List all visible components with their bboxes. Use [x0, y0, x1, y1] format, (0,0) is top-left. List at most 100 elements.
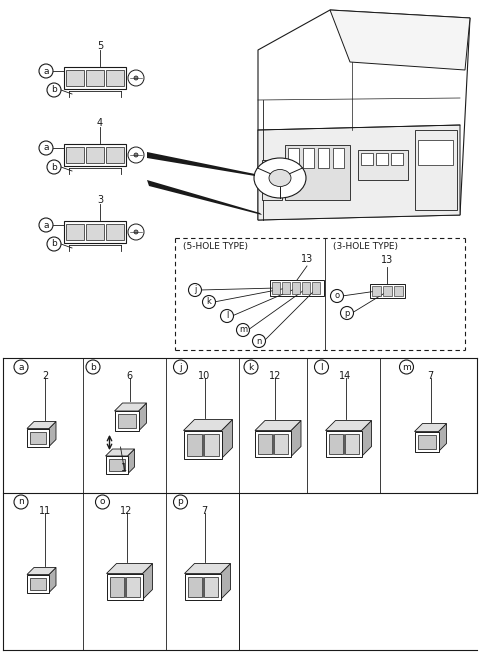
- Text: o: o: [335, 291, 339, 300]
- Text: b: b: [51, 239, 57, 249]
- Text: 12: 12: [120, 506, 132, 516]
- Bar: [312, 282, 320, 294]
- Bar: [30, 432, 46, 443]
- Bar: [204, 577, 217, 596]
- Polygon shape: [143, 564, 153, 600]
- Text: b: b: [90, 363, 96, 371]
- Polygon shape: [255, 420, 301, 430]
- Circle shape: [244, 360, 258, 374]
- Bar: [66, 224, 84, 240]
- Circle shape: [399, 360, 413, 374]
- Circle shape: [134, 76, 138, 80]
- Circle shape: [128, 224, 144, 240]
- Polygon shape: [115, 411, 139, 431]
- Text: a: a: [43, 220, 49, 230]
- Bar: [418, 434, 435, 449]
- Bar: [30, 577, 46, 590]
- Polygon shape: [183, 430, 221, 459]
- Polygon shape: [27, 428, 49, 447]
- Polygon shape: [183, 419, 232, 430]
- Bar: [361, 153, 373, 165]
- Bar: [86, 147, 104, 163]
- Bar: [188, 577, 202, 596]
- Text: k: k: [248, 363, 253, 371]
- Bar: [106, 224, 124, 240]
- Bar: [106, 147, 124, 163]
- Text: 7: 7: [427, 371, 433, 381]
- Bar: [302, 282, 310, 294]
- Text: j: j: [194, 285, 196, 295]
- Circle shape: [47, 160, 61, 174]
- Text: (3-HOLE TYPE): (3-HOLE TYPE): [333, 242, 398, 251]
- Text: 1: 1: [121, 463, 128, 473]
- Bar: [328, 434, 343, 453]
- Circle shape: [14, 360, 28, 374]
- Text: k: k: [206, 298, 211, 306]
- Text: 2: 2: [42, 371, 48, 381]
- Polygon shape: [147, 152, 255, 176]
- Polygon shape: [255, 430, 291, 457]
- Bar: [262, 160, 282, 200]
- Polygon shape: [106, 449, 134, 456]
- Circle shape: [39, 218, 53, 232]
- Circle shape: [340, 306, 353, 319]
- Circle shape: [173, 360, 188, 374]
- Text: 14: 14: [339, 371, 352, 381]
- Polygon shape: [139, 403, 146, 431]
- Bar: [66, 70, 84, 86]
- Polygon shape: [106, 456, 128, 474]
- Text: a: a: [18, 363, 24, 371]
- Bar: [272, 282, 280, 294]
- Bar: [125, 577, 140, 596]
- Circle shape: [134, 153, 138, 157]
- Polygon shape: [258, 10, 470, 220]
- Bar: [106, 70, 124, 86]
- Circle shape: [39, 64, 53, 78]
- Bar: [415, 130, 457, 210]
- Bar: [270, 280, 324, 296]
- Text: o: o: [100, 497, 105, 506]
- Polygon shape: [147, 180, 262, 215]
- Circle shape: [331, 289, 344, 302]
- Bar: [391, 153, 403, 165]
- Text: l: l: [320, 363, 323, 371]
- Text: n: n: [18, 497, 24, 506]
- Circle shape: [39, 141, 53, 155]
- Text: 13: 13: [301, 254, 313, 264]
- Circle shape: [173, 495, 188, 509]
- Text: 13: 13: [381, 255, 393, 265]
- Polygon shape: [221, 419, 232, 459]
- Circle shape: [189, 283, 202, 297]
- Bar: [66, 147, 84, 163]
- Text: l: l: [226, 312, 228, 321]
- Bar: [282, 282, 290, 294]
- Bar: [376, 153, 388, 165]
- Circle shape: [128, 70, 144, 86]
- Circle shape: [203, 295, 216, 308]
- Text: n: n: [256, 337, 262, 346]
- Polygon shape: [27, 567, 56, 575]
- Circle shape: [128, 147, 144, 163]
- Polygon shape: [107, 564, 153, 573]
- Circle shape: [14, 495, 28, 509]
- Text: m: m: [239, 325, 247, 335]
- Bar: [370, 284, 405, 298]
- Polygon shape: [361, 420, 372, 457]
- Bar: [187, 434, 202, 455]
- Text: 4: 4: [97, 118, 103, 128]
- Polygon shape: [325, 430, 361, 457]
- Circle shape: [134, 230, 138, 234]
- Bar: [345, 434, 359, 453]
- Text: 5: 5: [97, 41, 103, 51]
- Bar: [333, 148, 344, 168]
- Polygon shape: [27, 422, 56, 428]
- Bar: [258, 434, 272, 453]
- Text: 11: 11: [39, 506, 51, 516]
- Bar: [288, 148, 299, 168]
- Bar: [383, 286, 392, 296]
- Polygon shape: [330, 10, 470, 70]
- Text: 6: 6: [126, 371, 132, 381]
- Polygon shape: [291, 420, 301, 457]
- Text: 7: 7: [202, 506, 208, 516]
- Text: b: b: [51, 85, 57, 94]
